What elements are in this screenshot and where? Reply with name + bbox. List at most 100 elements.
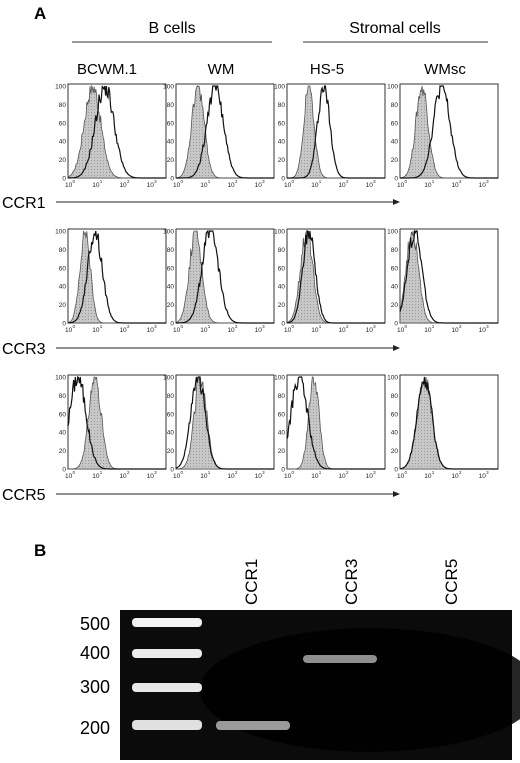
x-tick-exponent: 2 (346, 179, 349, 184)
y-tick-label: 100 (55, 84, 66, 91)
y-tick-label: 0 (62, 176, 66, 183)
x-tick-label: 10 (284, 473, 292, 480)
y-tick-label: 100 (387, 84, 398, 91)
marker-arrowhead-ccr5 (393, 491, 400, 497)
x-tick-exponent: 2 (127, 324, 130, 329)
y-tick-label: 20 (167, 448, 175, 455)
x-tick-exponent: 2 (127, 179, 130, 184)
y-tick-label: 0 (170, 321, 174, 328)
y-tick-label: 80 (167, 393, 175, 400)
marker-label-ccr3: CCR3 (2, 341, 46, 358)
y-tick-label: 40 (167, 139, 175, 146)
x-tick-label: 10 (338, 182, 346, 189)
x-tick-label: 10 (366, 327, 374, 334)
x-tick-label: 10 (397, 473, 405, 480)
sample-band-ccr1 (216, 721, 290, 730)
y-tick-label: 40 (278, 430, 286, 437)
x-tick-exponent: 2 (346, 470, 349, 475)
x-tick-label: 10 (227, 473, 235, 480)
panel-b-label: B (34, 541, 46, 560)
y-tick-label: 0 (281, 467, 285, 474)
ladder-band-400 (132, 649, 202, 658)
y-tick-label: 0 (394, 176, 398, 183)
y-tick-label: 80 (278, 393, 286, 400)
y-tick-label: 20 (391, 157, 399, 164)
x-tick-exponent: 1 (100, 470, 103, 475)
x-tick-label: 10 (200, 327, 208, 334)
y-tick-label: 100 (274, 84, 285, 91)
y-tick-label: 40 (59, 430, 67, 437)
x-tick-label: 10 (147, 473, 155, 480)
histogram-frame-ccr5-hs-5 (286, 374, 386, 470)
x-tick-label: 10 (119, 473, 127, 480)
x-tick-exponent: 3 (262, 470, 265, 475)
y-tick-label: 80 (59, 102, 67, 109)
ladder-band-500 (132, 618, 202, 627)
y-tick-label: 100 (163, 229, 174, 236)
marker-arrowhead-ccr1 (393, 199, 400, 205)
lane-label-ccr3: CCR3 (342, 559, 361, 605)
x-tick-label: 10 (173, 327, 181, 334)
y-tick-label: 60 (59, 411, 67, 418)
ladder-band-200 (132, 720, 202, 730)
y-tick-label: 60 (167, 265, 175, 272)
y-tick-label: 40 (59, 284, 67, 291)
x-tick-label: 10 (255, 327, 263, 334)
x-tick-exponent: 0 (292, 324, 295, 329)
x-tick-label: 10 (311, 182, 319, 189)
y-tick-label: 60 (278, 411, 286, 418)
lane-label-ccr1: CCR1 (242, 559, 261, 605)
x-tick-label: 10 (255, 182, 263, 189)
y-tick-label: 80 (167, 247, 175, 254)
y-tick-label: 60 (59, 265, 67, 272)
stained-histogram-ccr5-bcwm-1 (67, 375, 166, 470)
stained-histogram-ccr3-hs-5 (287, 230, 385, 324)
x-tick-label: 10 (424, 473, 432, 480)
y-tick-label: 60 (391, 120, 399, 127)
x-tick-label: 10 (366, 182, 374, 189)
y-tick-label: 100 (274, 229, 285, 236)
y-tick-label: 100 (163, 84, 174, 91)
x-tick-exponent: 1 (100, 179, 103, 184)
x-tick-exponent: 0 (73, 179, 76, 184)
ladder-label-500: 500 (80, 614, 110, 634)
stained-histogram-ccr5-wmsc (399, 376, 498, 470)
x-tick-exponent: 3 (373, 470, 376, 475)
x-tick-label: 10 (451, 182, 459, 189)
column-label-wmsc: WMsc (424, 61, 466, 78)
x-tick-exponent: 0 (73, 470, 76, 475)
x-tick-exponent: 2 (459, 470, 462, 475)
y-tick-label: 100 (55, 375, 66, 382)
x-tick-label: 10 (173, 182, 181, 189)
x-tick-exponent: 1 (100, 324, 103, 329)
x-tick-label: 10 (119, 327, 127, 334)
panel-a-label: A (34, 4, 46, 23)
x-tick-label: 10 (255, 473, 263, 480)
y-tick-label: 100 (55, 229, 66, 236)
y-tick-label: 40 (278, 139, 286, 146)
x-tick-exponent: 2 (235, 324, 238, 329)
x-tick-label: 10 (338, 327, 346, 334)
y-tick-label: 100 (163, 375, 174, 382)
y-tick-label: 0 (170, 176, 174, 183)
y-tick-label: 100 (274, 375, 285, 382)
x-tick-label: 10 (284, 182, 292, 189)
stained-histogram-ccr1-bcwm-1 (68, 85, 166, 179)
x-tick-label: 10 (424, 327, 432, 334)
x-tick-label: 10 (92, 327, 100, 334)
y-tick-label: 40 (391, 430, 399, 437)
group-label-b-cells: B cells (148, 20, 195, 37)
stained-histogram-ccr5-wm (175, 376, 274, 470)
y-tick-label: 20 (167, 157, 175, 164)
x-tick-label: 10 (92, 473, 100, 480)
ladder-label-400: 400 (80, 643, 110, 663)
y-tick-label: 60 (167, 120, 175, 127)
x-tick-label: 10 (338, 473, 346, 480)
stained-histogram-ccr1-wm (176, 85, 274, 179)
lane-label-ccr5: CCR5 (442, 559, 461, 605)
y-tick-label: 20 (391, 302, 399, 309)
y-tick-label: 40 (391, 139, 399, 146)
x-tick-label: 10 (479, 327, 487, 334)
x-tick-exponent: 1 (319, 324, 322, 329)
